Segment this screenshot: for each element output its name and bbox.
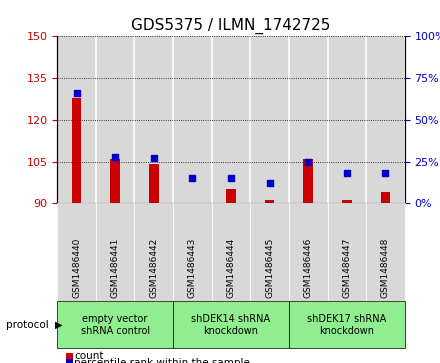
Bar	[149, 164, 158, 203]
Point	[305, 159, 312, 164]
Bar	[304, 159, 313, 203]
Text: GSM1486440: GSM1486440	[72, 237, 81, 298]
Bar	[96, 36, 135, 203]
Bar	[289, 36, 327, 203]
Text: shDEK17 shRNA
knockdown: shDEK17 shRNA knockdown	[307, 314, 386, 336]
Text: GSM1486443: GSM1486443	[188, 237, 197, 298]
Text: GSM1486445: GSM1486445	[265, 237, 274, 298]
Bar	[366, 36, 405, 203]
Text: count: count	[74, 351, 103, 361]
Bar	[342, 200, 352, 203]
Bar	[265, 200, 275, 203]
Point	[73, 90, 80, 96]
Text: empty vector
shRNA control: empty vector shRNA control	[81, 314, 150, 336]
Bar	[173, 36, 212, 203]
Text: GSM1486444: GSM1486444	[227, 237, 235, 298]
Bar	[226, 189, 236, 203]
Text: protocol: protocol	[6, 320, 48, 330]
Text: GSM1486447: GSM1486447	[342, 237, 352, 298]
Point	[227, 175, 235, 181]
Point	[112, 154, 119, 159]
Text: ▶: ▶	[55, 320, 62, 330]
Bar	[212, 36, 250, 203]
Point	[382, 170, 389, 176]
Bar	[250, 36, 289, 203]
Bar	[135, 36, 173, 203]
Text: GSM1486442: GSM1486442	[149, 237, 158, 298]
Point	[150, 155, 157, 161]
Point	[189, 175, 196, 181]
Bar	[72, 98, 81, 203]
Point	[266, 180, 273, 186]
Bar	[110, 159, 120, 203]
Point	[343, 170, 350, 176]
Title: GDS5375 / ILMN_1742725: GDS5375 / ILMN_1742725	[131, 17, 331, 33]
Text: GSM1486446: GSM1486446	[304, 237, 313, 298]
Bar	[57, 36, 96, 203]
Text: GSM1486441: GSM1486441	[110, 237, 120, 298]
Bar	[381, 192, 390, 203]
Text: GSM1486448: GSM1486448	[381, 237, 390, 298]
Text: percentile rank within the sample: percentile rank within the sample	[74, 358, 250, 363]
Text: shDEK14 shRNA
knockdown: shDEK14 shRNA knockdown	[191, 314, 271, 336]
Bar	[327, 36, 366, 203]
